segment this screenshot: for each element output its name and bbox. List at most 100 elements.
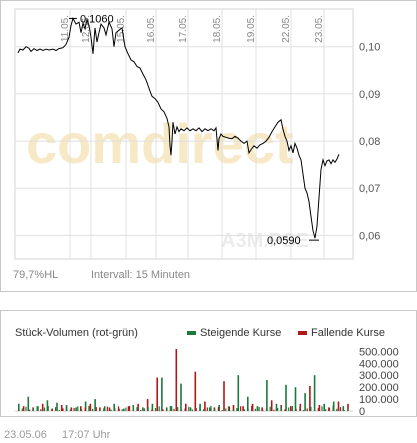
volume-bar-minor — [166, 407, 168, 411]
volume-bar-minor — [140, 410, 142, 411]
price-chart-panel: comdirect A3M.PSE 11.05. 12.05. 15.05. 16.05.… — [0, 0, 417, 292]
low-label: 0,0590 — [267, 235, 301, 247]
volume-bar-minor — [336, 408, 338, 411]
volume-bar-minor — [62, 408, 64, 411]
volume-bar-minor — [240, 406, 242, 411]
volume-bar-up — [151, 403, 154, 411]
volume-bar-minor — [147, 406, 149, 411]
volume-bar-up — [123, 408, 125, 411]
volume-bar-down — [70, 407, 73, 411]
volume-bar-down — [347, 403, 349, 411]
volume-bar-up — [37, 406, 39, 411]
volume-bar-down — [60, 405, 63, 411]
x-tick-label: 16.05. — [146, 15, 157, 43]
y-tick-label: 0,09 — [359, 89, 380, 101]
volume-y-tick-label: 0 — [359, 406, 365, 416]
volume-bar-up — [208, 407, 211, 411]
footer-date: 23.05.06 — [4, 429, 47, 441]
volume-bar-minor — [214, 408, 216, 411]
volume-bar-minor — [69, 409, 71, 411]
volume-bar-minor — [302, 410, 305, 411]
volume-bar-minor — [262, 410, 264, 411]
interval-label: Intervall: 15 Minuten — [91, 269, 191, 281]
volume-bar-minor — [291, 405, 293, 411]
volume-bar-up — [56, 402, 58, 411]
x-tick-label: 18.05. — [212, 15, 223, 43]
volume-bar-up — [27, 396, 30, 411]
volume-bar-down — [242, 406, 244, 411]
volume-bar-minor — [225, 408, 227, 411]
volume-bar-minor — [51, 408, 53, 411]
volume-bar-minor — [221, 410, 223, 411]
volume-bar-minor — [258, 407, 260, 411]
volume-bar-minor — [95, 407, 97, 411]
volume-bar-up — [46, 400, 49, 411]
volume-chart-panel: 500.000 400.000 300.000 200.000 100.000 0 Stü… — [0, 310, 417, 417]
volume-bar-up — [247, 396, 249, 411]
volume-bar-up — [266, 380, 268, 411]
volume-bar-down — [261, 407, 263, 411]
volume-bar-up — [304, 393, 306, 411]
volume-bar-up — [323, 403, 325, 411]
volume-bar-minor — [143, 408, 145, 411]
volume-bar-minor — [280, 406, 282, 411]
volume-bar-minor — [92, 408, 94, 411]
x-tick-label: 11.05. — [60, 15, 71, 42]
volume-bar-minor — [247, 407, 249, 411]
volume-y-tick-label: 100.000 — [359, 394, 399, 406]
volume-bar-minor — [269, 406, 271, 411]
volume-bar-minor — [306, 408, 308, 411]
volume-bar-minor — [169, 405, 171, 411]
volume-bar-minor — [47, 405, 49, 411]
volume-bar-minor — [251, 405, 253, 411]
volume-bar-up — [142, 407, 144, 411]
volume-bar-up — [275, 403, 278, 411]
y-tick-label: 0,10 — [359, 42, 380, 54]
volume-bar-down — [204, 401, 206, 411]
volume-bar-minor — [80, 409, 83, 411]
volume-bar-minor — [273, 409, 275, 411]
volume-bar-up — [18, 403, 20, 411]
volume-bar-down — [337, 401, 340, 411]
volume-bar-down — [146, 399, 149, 411]
volume-bar-minor — [206, 407, 208, 411]
volume-bar-minor — [243, 409, 245, 411]
volume-bar-minor — [314, 409, 316, 411]
volume-bar-down — [41, 403, 44, 411]
volume-bar-minor — [284, 409, 286, 411]
legend-down-label: Fallende Kurse — [311, 327, 385, 339]
volume-bar-down — [318, 405, 321, 411]
volume-bar-minor — [173, 408, 175, 411]
volume-bar-up — [75, 407, 77, 411]
volume-bar-down — [194, 371, 197, 411]
price-line — [17, 17, 340, 239]
volume-y-tick-label: 300.000 — [359, 370, 399, 382]
volume-bar-up — [313, 375, 316, 411]
volume-bar-minor — [125, 407, 127, 411]
volume-bar-minor — [77, 406, 79, 411]
volume-bar-minor — [317, 408, 319, 411]
volume-bar-minor — [132, 408, 134, 411]
volume-bar-down — [185, 403, 187, 411]
volume-bar-minor — [36, 406, 38, 411]
volume-bar-minor — [339, 407, 342, 411]
volume-bar-down — [156, 377, 158, 411]
volume-bar-minor — [58, 410, 60, 411]
volume-bar-minor — [210, 405, 212, 411]
plot-frame — [14, 8, 354, 260]
volume-bar-down — [80, 406, 82, 411]
volume-bar-down — [127, 406, 130, 411]
volume-bar-minor — [103, 408, 105, 411]
volume-bar-down — [89, 403, 92, 411]
volume-bar-minor — [136, 407, 138, 411]
volume-bar-minor — [184, 408, 186, 411]
volume-bar-up — [84, 401, 87, 411]
volume-bar-minor — [106, 406, 108, 411]
volume-bar-minor — [254, 408, 256, 411]
volume-bar-up — [94, 399, 96, 411]
x-tick-label: 22.05. — [281, 15, 292, 43]
volume-bar-up — [103, 406, 106, 411]
volume-y-tick-label: 200.000 — [359, 382, 399, 394]
volume-bar-down — [223, 381, 225, 411]
